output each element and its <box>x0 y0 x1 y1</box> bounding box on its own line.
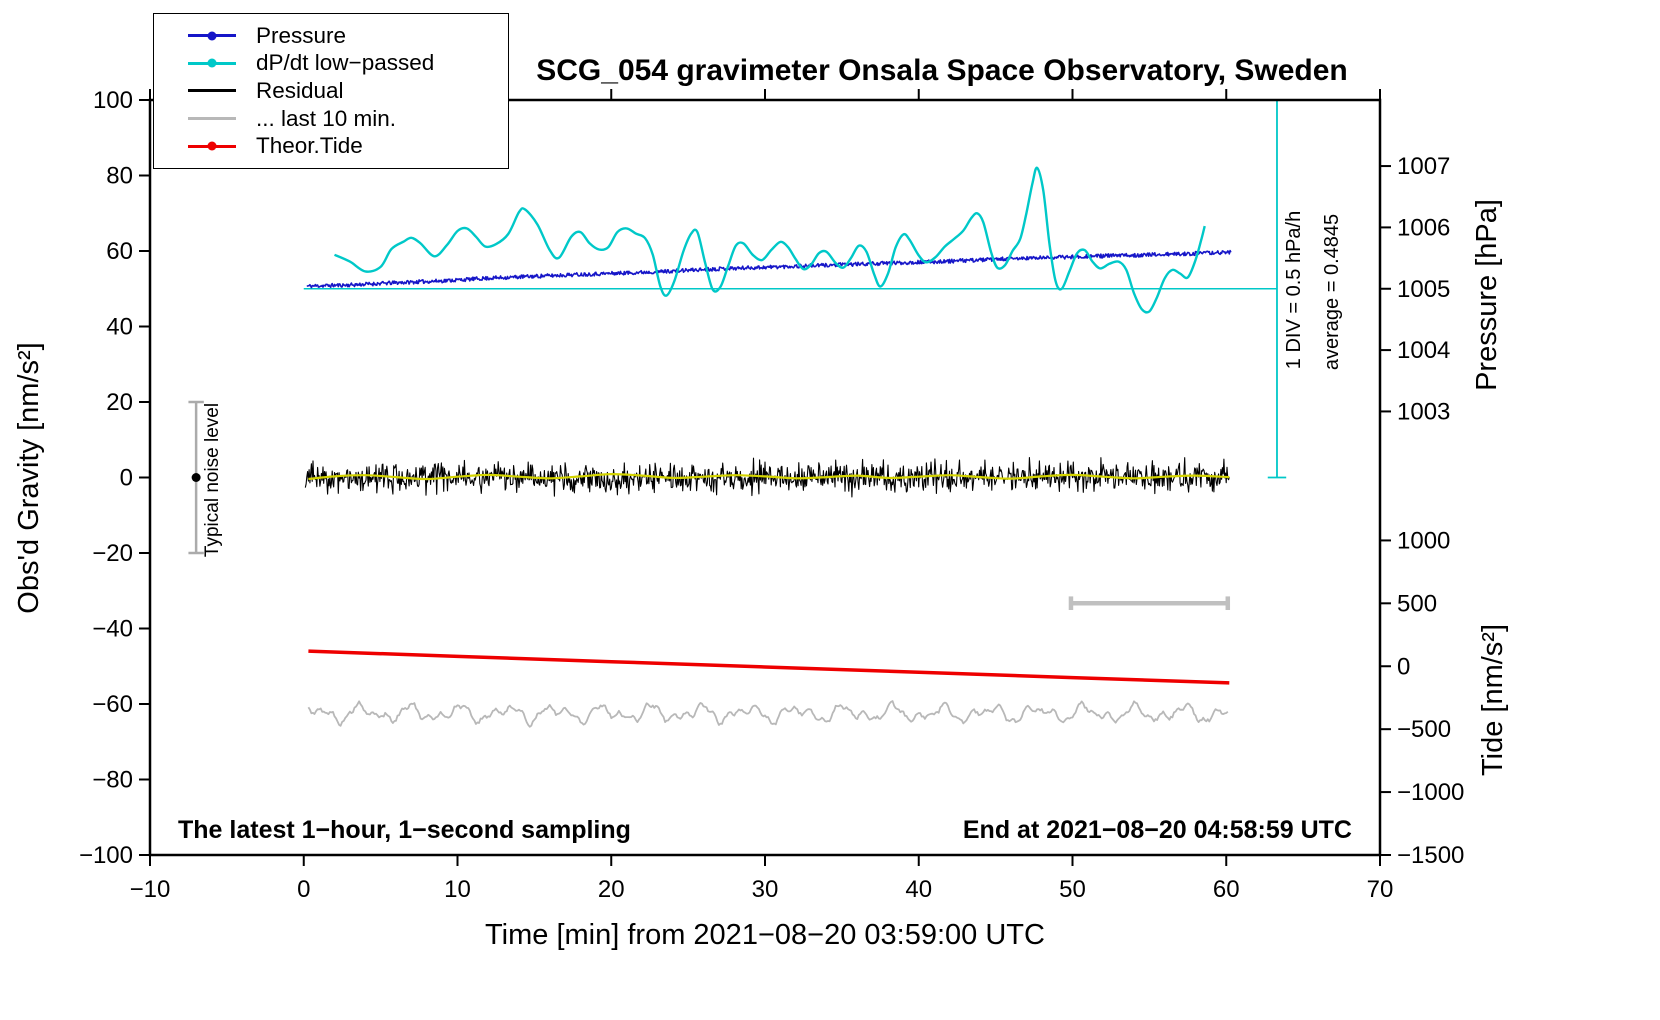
legend-item-theortide: Theor.Tide <box>188 133 508 159</box>
sampling-note: The latest 1−hour, 1−second sampling <box>178 816 631 844</box>
residual-line-icon <box>188 89 236 93</box>
noise-level-label: Typical noise level <box>202 403 223 557</box>
x-tick-label: 0 <box>297 876 310 903</box>
dpdt-line-icon <box>188 58 236 68</box>
legend-label: ... last 10 min. <box>256 105 397 131</box>
pressure-dot-icon <box>207 31 217 41</box>
average-note: average = 0.4845 <box>1321 214 1343 370</box>
legend-item-dpdt: dP/dt low−passed <box>188 50 508 76</box>
x-tick-label: 40 <box>905 876 932 903</box>
plot-frame <box>148 98 1382 857</box>
theortide-line-icon <box>188 141 236 151</box>
div-scale-note: 1 DIV = 0.5 hPa/h <box>1283 211 1305 369</box>
noise-level-dot <box>191 473 201 482</box>
series-last10min <box>307 700 1229 728</box>
y-tick-label: 100 <box>93 87 133 114</box>
x-tick-label: 60 <box>1213 876 1240 903</box>
y-tick-label: 80 <box>106 163 133 190</box>
series-theor-tide <box>308 649 1230 685</box>
y-tick-label: −100 <box>79 842 133 869</box>
y-tick-label: −20 <box>92 540 133 567</box>
tide-tick-label: 500 <box>1397 590 1437 617</box>
x-tick-label: 30 <box>752 876 779 903</box>
series-pressure <box>306 249 1232 289</box>
y-tick-label: −40 <box>92 616 133 643</box>
x-axis-label: Time [min] from 2021−08−20 03:59:00 UTC <box>485 919 1045 951</box>
y-axis-label-tide: Tide [nm/s²] <box>1477 624 1509 776</box>
pressure-tick-label: 1004 <box>1397 337 1450 364</box>
chart-title: SCG_054 gravimeter Onsala Space Observat… <box>536 54 1348 87</box>
legend-item-pressure: Pressure <box>188 23 508 49</box>
last10min-line-icon <box>188 117 236 121</box>
x-tick-label: 10 <box>444 876 471 903</box>
pressure-line-icon <box>188 31 236 41</box>
legend-item-residual: Residual <box>188 78 508 104</box>
legend-label: Residual <box>256 77 344 103</box>
legend-item-last10min: ... last 10 min. <box>188 106 508 132</box>
tide-tick-label: −1500 <box>1397 842 1464 869</box>
end-time-note: End at 2021−08−20 04:58:59 UTC <box>963 816 1352 844</box>
y-tick-label: 60 <box>106 238 133 265</box>
tide-tick-label: −1000 <box>1397 779 1464 806</box>
tide-tick-label: 0 <box>1397 653 1410 680</box>
series-residual-lowpass <box>308 472 1230 481</box>
y-tick-label: −60 <box>92 691 133 718</box>
legend-label: Theor.Tide <box>256 133 363 159</box>
y-axis-label-gravity: Obs'd Gravity [nm/s²] <box>13 342 45 613</box>
y-tick-label: 40 <box>106 314 133 341</box>
x-tick-label: −10 <box>130 876 171 903</box>
y-tick-label: 20 <box>106 389 133 416</box>
x-tick-label: 20 <box>598 876 625 903</box>
x-tick-label: 50 <box>1059 876 1086 903</box>
dpdt-dot-icon <box>207 58 217 68</box>
y-axis-label-pressure: Pressure [hPa] <box>1471 199 1503 391</box>
pressure-tick-label: 1007 <box>1397 153 1450 180</box>
pressure-tick-label: 1003 <box>1397 398 1450 425</box>
legend: Pressure dP/dt low−passed Residual ... l… <box>153 13 509 169</box>
y-tick-label: −80 <box>92 767 133 794</box>
legend-label: dP/dt low−passed <box>256 50 435 76</box>
theortide-dot-icon <box>207 141 217 151</box>
series-dpdt <box>334 166 1206 314</box>
series-residual <box>304 457 1230 498</box>
pressure-tick-label: 1005 <box>1397 276 1450 303</box>
y-tick-label: 0 <box>120 465 133 492</box>
tide-tick-label: 1000 <box>1397 527 1450 554</box>
pressure-tick-label: 1006 <box>1397 214 1450 241</box>
plot-area: −10 0 10 20 30 40 50 60 70−100−80−60−40−20020406… <box>79 87 1464 903</box>
tide-tick-label: −500 <box>1397 716 1451 743</box>
legend-label: Pressure <box>256 22 347 48</box>
x-tick-label: 70 <box>1367 876 1394 903</box>
